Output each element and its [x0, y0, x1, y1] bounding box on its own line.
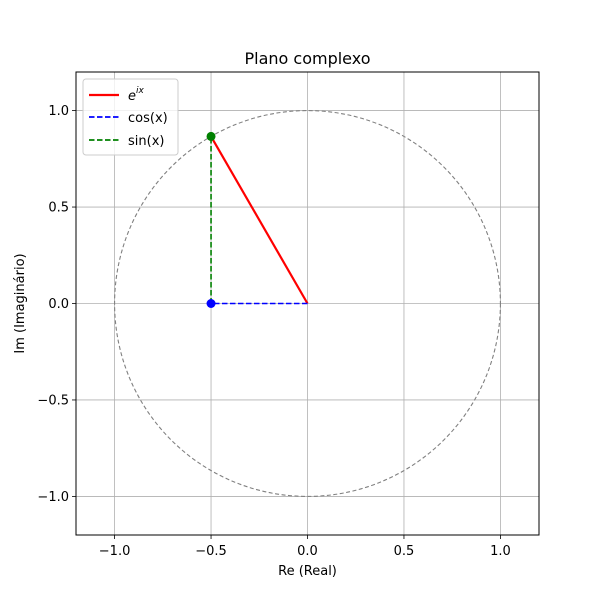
ticks: −1.0 −0.5 0.0 0.5 1.0 −1.0 −0.5 0.0 0.5 1.0	[37, 104, 510, 559]
chart-title: Plano complexo	[244, 49, 370, 68]
y-tick-label: −0.5	[37, 393, 69, 408]
legend-label-eix: eix	[128, 86, 145, 104]
x-tick-label: −1.0	[99, 544, 131, 559]
y-tick-label: 1.0	[48, 104, 69, 119]
legend-label-sin: sin(x)	[128, 134, 164, 149]
legend-label-cos: cos(x)	[128, 111, 168, 126]
y-tick-label: 0.0	[48, 297, 69, 312]
x-tick-label: 1.0	[490, 544, 511, 559]
legend-box	[82, 78, 179, 156]
data-layer	[114, 110, 501, 497]
x-tick-label: 0.0	[297, 544, 318, 559]
y-tick-label: −1.0	[37, 490, 69, 505]
x-axis-label: Re (Real)	[278, 564, 337, 579]
y-tick-label: 0.5	[48, 201, 69, 216]
series-line-eix	[210, 135, 309, 305]
x-tick-label: −0.5	[195, 544, 227, 559]
x-tick-label: 0.5	[394, 544, 415, 559]
point-marker	[206, 131, 216, 141]
unit-circle	[114, 110, 501, 497]
legend: eix cos(x) sin(x)	[82, 78, 179, 156]
y-axis-label: Im (Imaginário)	[13, 253, 28, 353]
point-marker	[206, 299, 216, 308]
